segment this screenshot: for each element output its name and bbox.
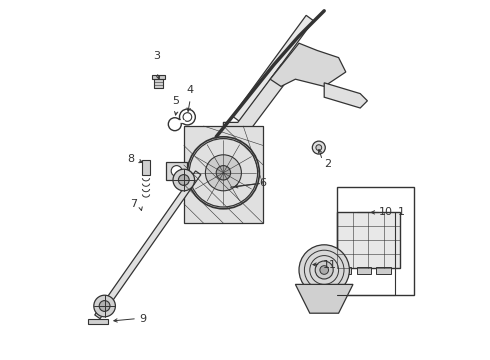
- Bar: [143, 160, 149, 175]
- Bar: [337, 187, 414, 295]
- Circle shape: [189, 139, 258, 207]
- Text: 3: 3: [153, 51, 160, 61]
- Circle shape: [215, 164, 232, 182]
- Circle shape: [320, 266, 328, 274]
- Circle shape: [173, 169, 195, 191]
- Bar: [376, 267, 391, 274]
- Text: 1: 1: [398, 207, 405, 217]
- Text: 10: 10: [379, 207, 393, 217]
- Text: 4: 4: [187, 85, 194, 95]
- Polygon shape: [232, 15, 314, 121]
- Circle shape: [216, 166, 231, 180]
- Text: 6: 6: [259, 178, 267, 188]
- Circle shape: [171, 166, 182, 176]
- Bar: [88, 319, 108, 324]
- Bar: [184, 126, 263, 223]
- Polygon shape: [270, 43, 346, 86]
- Circle shape: [312, 141, 325, 154]
- Bar: [337, 267, 351, 274]
- Bar: [152, 75, 166, 79]
- Polygon shape: [223, 50, 310, 137]
- Circle shape: [94, 295, 116, 317]
- Circle shape: [187, 137, 259, 209]
- Bar: [154, 76, 163, 88]
- Text: 5: 5: [172, 96, 179, 106]
- Polygon shape: [295, 284, 353, 313]
- Circle shape: [315, 261, 333, 279]
- Text: 9: 9: [139, 314, 146, 324]
- Circle shape: [299, 245, 349, 295]
- Circle shape: [205, 155, 242, 191]
- Circle shape: [316, 145, 321, 150]
- Bar: [166, 162, 187, 180]
- Text: 2: 2: [324, 159, 331, 169]
- Polygon shape: [324, 83, 368, 108]
- Circle shape: [99, 301, 110, 311]
- Bar: [357, 267, 371, 274]
- Text: 11: 11: [322, 260, 337, 270]
- Circle shape: [178, 175, 189, 185]
- Bar: [337, 212, 400, 268]
- Polygon shape: [95, 171, 201, 319]
- Circle shape: [202, 151, 245, 194]
- Text: 7: 7: [130, 199, 137, 210]
- Text: 8: 8: [127, 154, 134, 164]
